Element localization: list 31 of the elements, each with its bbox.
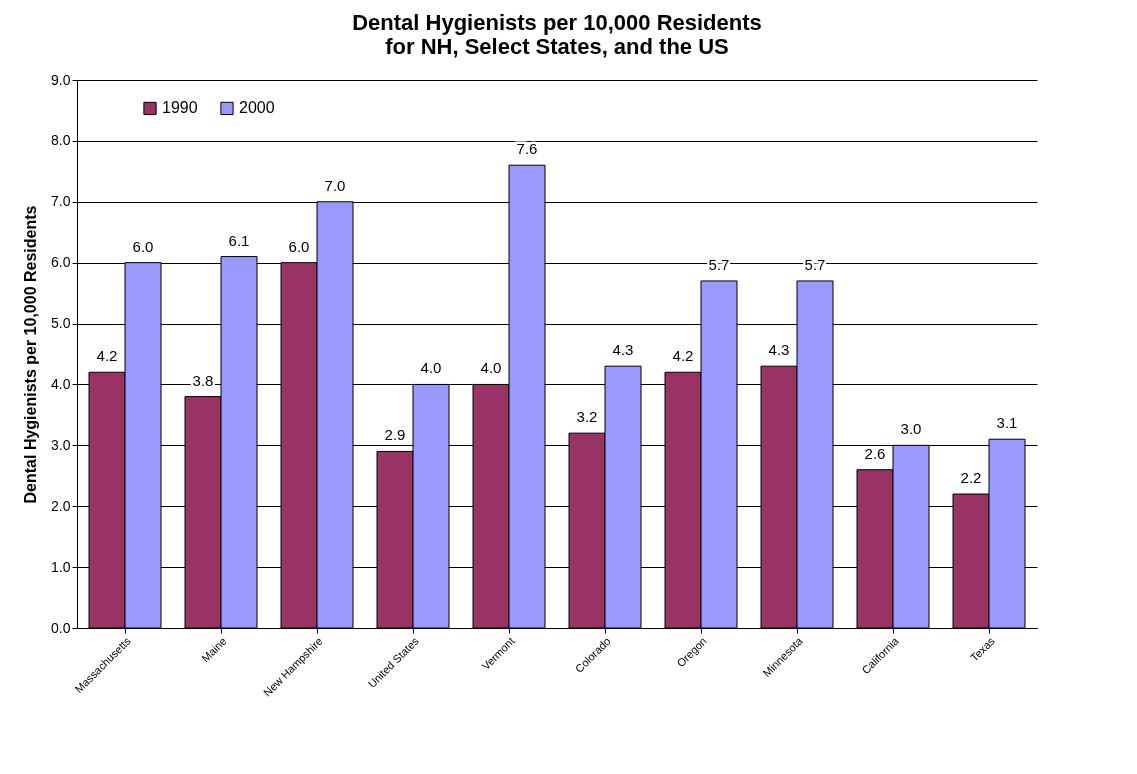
legend-label: 2000 (239, 99, 275, 117)
data-label: 4.2 (96, 347, 118, 365)
data-label: 4.2 (672, 347, 694, 365)
data-label: 4.0 (420, 359, 442, 377)
data-label: 6.0 (288, 237, 310, 255)
data-label: 2.9 (384, 426, 406, 444)
y-tick-label: 8.0 (51, 132, 71, 149)
y-tick-label: 2.0 (51, 497, 71, 514)
data-label: 6.0 (132, 237, 154, 255)
data-label: 3.2 (576, 408, 598, 426)
y-tick-label: 5.0 (51, 315, 71, 332)
y-tick-label: 7.0 (51, 193, 71, 210)
data-label: 7.6 (516, 140, 538, 158)
data-label: 4.0 (480, 359, 502, 377)
y-tick-label: 4.0 (51, 375, 71, 392)
data-label: 4.3 (612, 341, 634, 359)
data-label: 6.1 (228, 231, 250, 249)
y-tick-label: 0.0 (51, 619, 71, 636)
legend-label: 1990 (162, 99, 198, 117)
y-tick-label: 6.0 (51, 254, 71, 271)
data-label: 3.1 (996, 414, 1018, 432)
data-label: 7.0 (324, 176, 346, 194)
chart-title: Dental Hygienists per 10,000 Residents for NH, Select States, and the US (352, 10, 762, 59)
data-label: 2.6 (864, 444, 886, 462)
data-label: 3.0 (900, 420, 922, 438)
data-label: 4.3 (768, 341, 790, 359)
y-axis-title: Dental Hygienists per 10,000 Residents (22, 205, 40, 504)
y-tick-label: 9.0 (51, 71, 71, 88)
data-label: 2.2 (960, 469, 982, 487)
y-tick-label: 1.0 (51, 558, 71, 575)
y-tick-label: 3.0 (51, 436, 71, 453)
